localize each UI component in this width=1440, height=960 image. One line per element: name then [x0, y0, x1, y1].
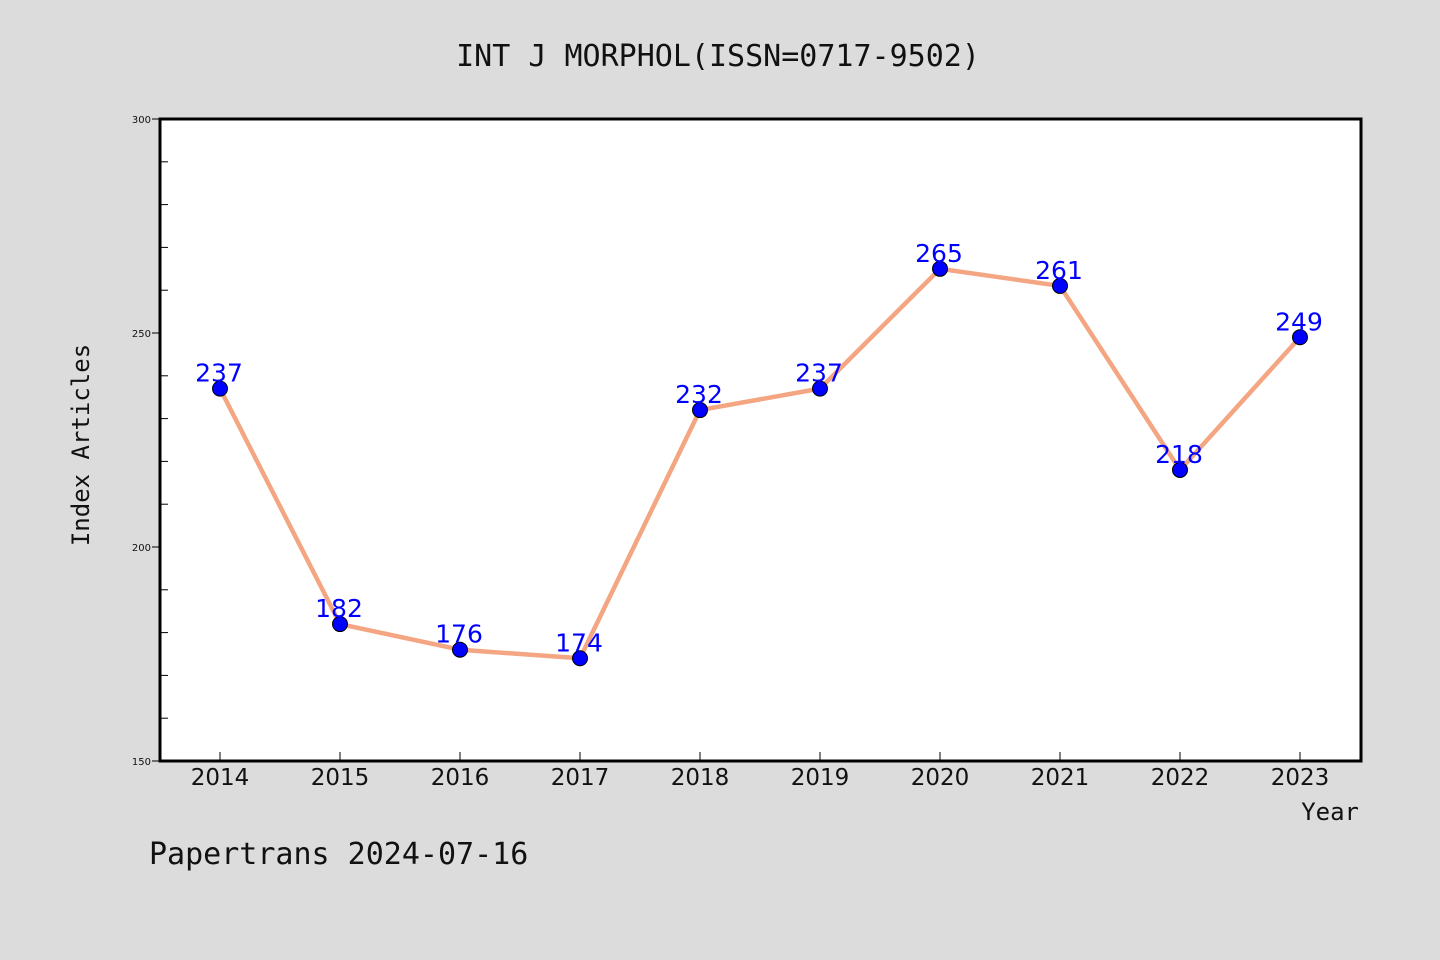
plot-frame	[158, 117, 1363, 763]
series-layer	[212, 260, 1308, 667]
data-label: 174	[555, 628, 603, 657]
data-point-marker	[932, 260, 948, 277]
data-point-marker	[452, 641, 468, 658]
data-point-marker	[332, 616, 348, 633]
data-point-marker	[1292, 329, 1308, 346]
data-point-marker	[1052, 277, 1068, 294]
chart-title: INT J MORPHOL(ISSN=0717-9502)	[456, 39, 980, 74]
footer-watermark: Papertrans 2024-07-16	[149, 837, 528, 872]
data-label: 265	[915, 239, 963, 268]
x-tick-label: 2022	[1151, 765, 1210, 791]
series-line	[217, 266, 1303, 661]
y-axis: 150 200 250 300	[132, 115, 168, 768]
x-tick-label: 2019	[791, 765, 850, 791]
y-axis-label: Index Articles	[67, 344, 95, 546]
data-label: 237	[195, 359, 243, 388]
data-label: 182	[315, 594, 363, 623]
x-tick-label: 2014	[191, 765, 250, 791]
data-label: 261	[1035, 256, 1083, 285]
y-tick-label: 300	[132, 115, 151, 126]
data-label-layer: 237 182 176 174 232 237 265 261 218 249	[195, 239, 1323, 657]
data-point-marker	[572, 650, 588, 667]
data-label: 232	[675, 380, 723, 409]
data-point-marker	[812, 380, 828, 397]
y-tick-label: 250	[132, 329, 151, 340]
data-label: 249	[1275, 307, 1323, 336]
x-axis: 2014 2015 2016 2017 2018 2019 2020 2021 2022 2023	[191, 752, 1330, 791]
data-point-marker	[212, 380, 228, 397]
y-tick-label: 200	[132, 543, 151, 554]
x-tick-label: 2018	[671, 765, 730, 791]
data-label: 218	[1155, 440, 1203, 469]
data-label: 237	[795, 359, 843, 388]
x-tick-label: 2021	[1031, 765, 1090, 791]
data-point-marker	[1172, 461, 1188, 478]
x-axis-label: Year	[1301, 798, 1359, 826]
x-tick-label: 2015	[311, 765, 370, 791]
x-tick-label: 2017	[551, 765, 610, 791]
x-tick-label: 2023	[1271, 765, 1330, 791]
data-label: 176	[435, 620, 483, 649]
data-point-marker	[692, 402, 708, 419]
x-tick-label: 2020	[911, 765, 970, 791]
x-tick-label: 2016	[431, 765, 490, 791]
y-tick-label: 150	[132, 757, 151, 768]
